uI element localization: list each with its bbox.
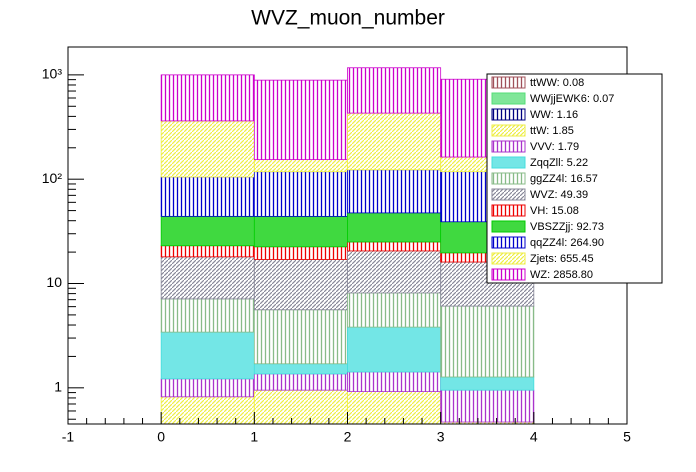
legend-swatch — [491, 188, 526, 201]
y-tick-label: 10³ — [42, 66, 63, 82]
bar-segment — [160, 378, 255, 398]
legend-swatch — [491, 140, 526, 153]
legend-swatch — [491, 156, 526, 169]
bar-segment — [440, 376, 535, 391]
bar-segment — [160, 215, 255, 247]
bar-segment — [440, 305, 535, 378]
bar-segment — [347, 326, 442, 373]
bar-segment — [347, 250, 442, 294]
bar-segment — [160, 245, 255, 258]
bar-segment — [160, 256, 255, 300]
chart-title: WVZ_muon_number — [251, 7, 445, 30]
legend-swatch — [491, 124, 526, 137]
bar-segment — [160, 331, 255, 380]
legend-label: ttWW: 0.08 — [530, 77, 584, 89]
legend-label: WW: 1.16 — [530, 109, 578, 121]
x-tick-label: 1 — [250, 429, 258, 445]
legend-swatch — [491, 236, 526, 249]
x-tick-label: 2 — [344, 429, 352, 445]
legend-swatch — [491, 76, 526, 89]
legend-label: WWjjEWK6: 0.07 — [530, 93, 614, 105]
legend-label: qqZZ4l: 264.90 — [530, 237, 604, 249]
y-tick-label: 10² — [42, 170, 63, 186]
bar-segment — [253, 389, 348, 425]
legend-label: WZ: 2858.80 — [530, 269, 593, 281]
bar-segment — [347, 371, 442, 393]
bar-segment — [253, 309, 348, 365]
bar-segment — [347, 67, 442, 114]
bar-segment — [347, 212, 442, 243]
bar-segment — [160, 74, 255, 122]
legend-swatch — [491, 92, 526, 105]
legend-label: ZqqZll: 5.22 — [530, 157, 588, 169]
legend-label: Zjets: 655.45 — [530, 253, 594, 265]
legend-swatch — [491, 268, 526, 281]
legend-swatch — [491, 172, 526, 185]
legend-label: VH: 15.08 — [530, 205, 579, 217]
bar-segment — [253, 79, 348, 161]
bar-segment — [347, 391, 442, 425]
y-tick-label: 10 — [46, 274, 62, 290]
bar-segment — [160, 298, 255, 333]
x-tick-label: -1 — [62, 429, 75, 445]
legend-label: ggZZ4l: 16.57 — [530, 173, 598, 185]
legend-label: VVV: 1.79 — [530, 141, 579, 153]
bar-segment — [253, 246, 348, 260]
bar-segment — [160, 120, 255, 178]
legend-swatch — [491, 108, 526, 121]
bar-segment — [253, 159, 348, 173]
bar-segment — [347, 169, 442, 214]
bar-segment — [253, 373, 348, 391]
bar-segment — [160, 176, 255, 217]
bar-segment — [347, 292, 442, 328]
legend-swatch — [491, 204, 526, 217]
bar-segment — [440, 389, 535, 423]
legend-label: VBSZZjj: 92.73 — [530, 221, 604, 233]
bar-segment — [253, 259, 348, 311]
x-tick-label: 0 — [157, 429, 165, 445]
legend-swatch — [491, 252, 526, 265]
bar-segment — [253, 215, 348, 248]
bar-segment — [347, 241, 442, 252]
y-tick-label: 1 — [54, 379, 62, 395]
bar-segment — [253, 363, 348, 375]
bar-segment — [253, 171, 348, 217]
legend-label: ttW: 1.85 — [530, 125, 574, 137]
bar-segment — [347, 112, 442, 171]
x-tick-label: 3 — [437, 429, 445, 445]
legend-label: WVZ: 49.39 — [530, 189, 588, 201]
x-tick-label: 4 — [530, 429, 538, 445]
bar-segment — [160, 396, 255, 425]
legend-swatch — [491, 220, 526, 233]
x-tick-label: 5 — [623, 429, 631, 445]
